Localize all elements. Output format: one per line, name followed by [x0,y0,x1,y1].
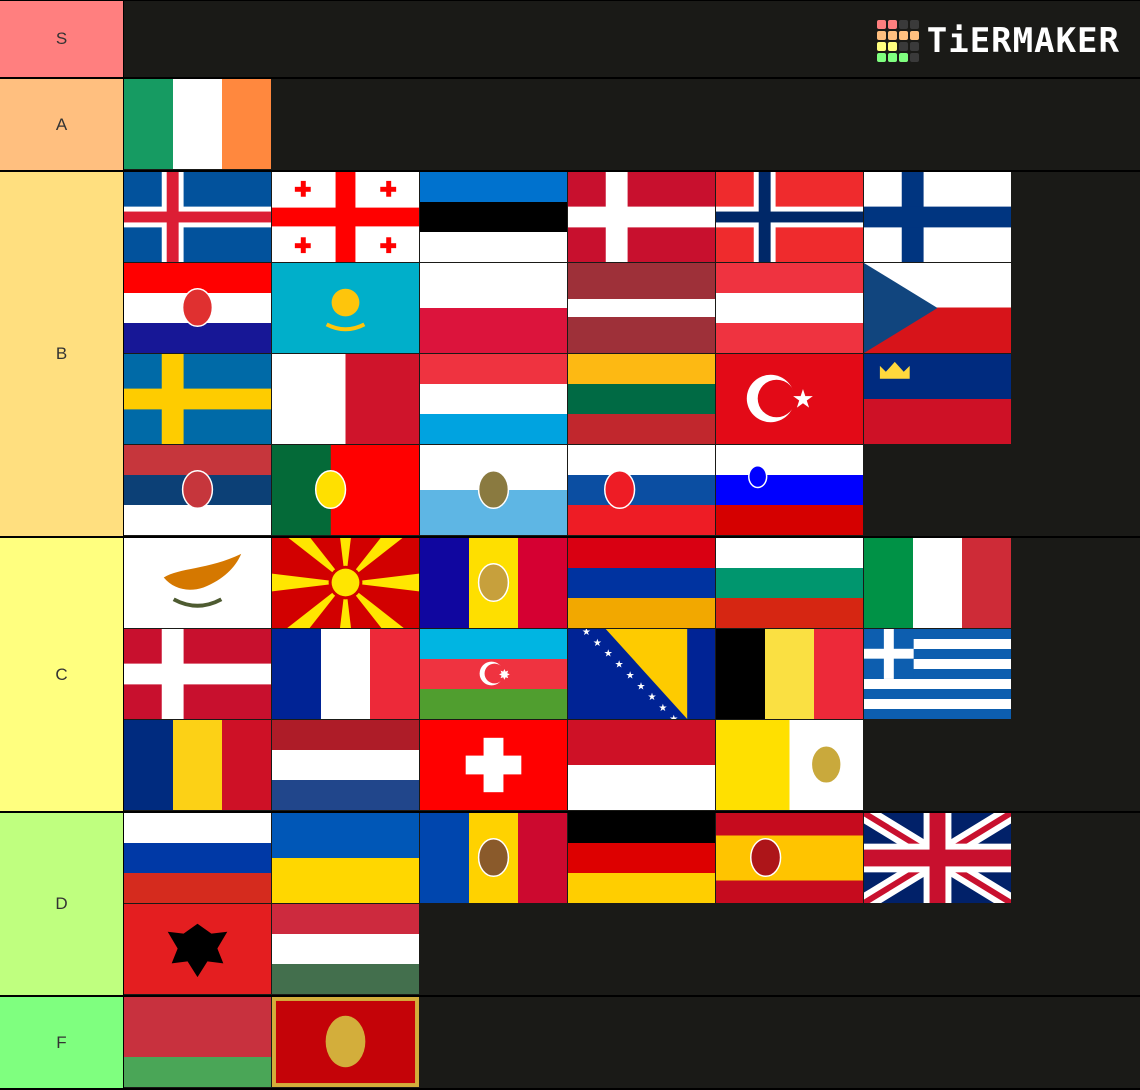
flag-poland-icon[interactable] [420,263,568,354]
flag-austria-icon[interactable] [716,263,864,354]
flag-finland-icon[interactable] [864,172,1012,263]
flag-denmark-icon[interactable] [568,172,716,263]
svg-text:★: ★ [658,703,667,714]
svg-text:★: ★ [604,649,613,660]
flag-monaco-icon[interactable] [568,720,716,811]
flag-germany-icon[interactable] [568,813,716,904]
flag-croatia-icon[interactable] [124,263,272,354]
flag-estonia-icon[interactable] [420,172,568,263]
flag-luxembourg-icon[interactable] [420,354,568,445]
tier-items [124,997,1140,1088]
tier-items: ★ [124,172,1140,536]
flag-denmark-icon[interactable] [124,629,272,720]
svg-text:★: ★ [647,692,656,703]
flag-vatican-city-icon[interactable] [716,720,864,811]
flag-italy-icon[interactable] [864,538,1012,629]
tier-items: TiERMAKER [124,1,1140,77]
flag-lithuania-icon[interactable] [568,354,716,445]
flag-andorra-icon[interactable] [420,538,568,629]
flag-montenegro-icon[interactable] [272,997,420,1088]
flag-belarus-icon[interactable] [124,997,272,1088]
flag-serbia-icon[interactable] [124,445,272,536]
flag-portugal-icon[interactable] [272,445,420,536]
svg-text:★: ★ [582,629,591,638]
tier-items [124,813,1140,995]
flag-iceland-icon[interactable] [124,172,272,263]
tier-label[interactable]: B [0,172,124,536]
flag-slovenia-icon[interactable] [716,445,864,536]
svg-text:★: ★ [626,670,635,681]
flag-ireland-icon[interactable] [124,79,272,170]
svg-text:★: ★ [669,714,678,720]
flag-azerbaijan-icon[interactable]: ✸ [420,629,568,720]
flag-romania-icon[interactable] [124,720,272,811]
flag-albania-icon[interactable] [124,904,272,995]
tier-label[interactable]: A [0,79,124,170]
flag-kazakhstan-icon[interactable] [272,263,420,354]
flag-spain-icon[interactable] [716,813,864,904]
tiermaker-logo: TiERMAKER [876,20,1120,62]
tier-row-d: D [0,812,1140,996]
flag-norway-icon[interactable] [716,172,864,263]
flag-bosnia-and-herzegovina-icon[interactable]: ★★★★★★★★★ [568,629,716,720]
tier-label[interactable]: S [0,1,124,77]
svg-text:✸: ✸ [498,666,510,682]
flag-bulgaria-icon[interactable] [716,538,864,629]
flag-liechtenstein-icon[interactable] [864,354,1012,445]
tier-label[interactable]: C [0,538,124,811]
flag-turkey-icon[interactable]: ★ [716,354,864,445]
tier-label[interactable]: D [0,813,124,995]
svg-text:★: ★ [791,385,814,413]
flag-russia-icon[interactable] [124,813,272,904]
tier-label[interactable]: F [0,997,124,1088]
flag-georgia-icon[interactable] [272,172,420,263]
tier-items: ✸ ★ ★ ★ ★ ★ ★ ★ ★ ★ [124,538,1140,811]
tier-row-f: F [0,996,1140,1089]
tier-row-a: A [0,78,1140,171]
svg-text:★: ★ [593,638,602,649]
flag-san-marino-icon[interactable] [420,445,568,536]
logo-wordmark: TiERMAKER [926,21,1120,61]
tier-row-s: S TiERMAKER [0,0,1140,78]
tier-row-c: C ✸ ★ ★ ★ ★ ★ ★ ★ ★ ★ [0,537,1140,812]
tier-row-b: B ★ [0,171,1140,537]
flag-netherlands-icon[interactable] [272,720,420,811]
logo-grid-icon [876,20,919,62]
flag-slovakia-icon[interactable] [568,445,716,536]
flag-united-kingdom-icon[interactable] [864,813,1012,904]
flag-hungary-icon[interactable] [272,904,420,995]
flag-moldova-icon[interactable] [420,813,568,904]
flag-armenia-icon[interactable] [568,538,716,629]
flag-sweden-icon[interactable] [124,354,272,445]
flag-malta-icon[interactable] [272,354,420,445]
svg-text:★: ★ [637,681,646,692]
flag-france-icon[interactable] [272,629,420,720]
tier-items [124,79,1140,170]
flag-north-macedonia-icon[interactable] [272,538,420,629]
flag-belgium-icon[interactable] [716,629,864,720]
flag-ukraine-icon[interactable] [272,813,420,904]
flag-switzerland-icon[interactable] [420,720,568,811]
svg-text:★: ★ [615,660,624,671]
flag-greece-icon[interactable] [864,629,1012,720]
flag-latvia-icon[interactable] [568,263,716,354]
flag-czechia-icon[interactable] [864,263,1012,354]
flag-cyprus-icon[interactable] [124,538,272,629]
